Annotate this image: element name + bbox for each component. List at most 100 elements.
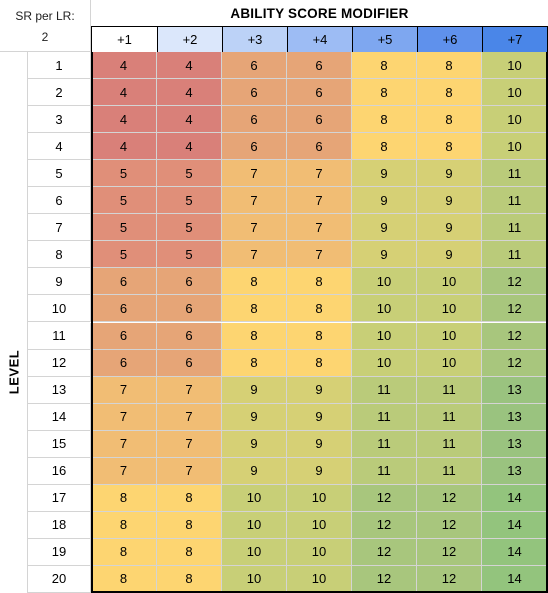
value-cell[interactable]: 11 xyxy=(417,430,482,458)
level-cell[interactable]: 4 xyxy=(28,133,91,161)
value-cell[interactable]: 9 xyxy=(352,214,417,242)
value-cell[interactable]: 7 xyxy=(287,241,352,269)
value-cell[interactable]: 8 xyxy=(417,106,482,134)
value-cell[interactable]: 10 xyxy=(482,106,548,134)
value-cell[interactable]: 11 xyxy=(417,403,482,431)
value-cell[interactable]: 9 xyxy=(222,457,287,485)
value-cell[interactable]: 12 xyxy=(417,484,482,512)
level-cell[interactable]: 14 xyxy=(28,403,91,431)
value-cell[interactable]: 8 xyxy=(352,79,417,107)
level-cell[interactable]: 17 xyxy=(28,484,91,512)
value-cell[interactable]: 6 xyxy=(287,79,352,107)
value-cell[interactable]: 4 xyxy=(91,79,157,107)
value-cell[interactable]: 6 xyxy=(157,322,222,350)
value-cell[interactable]: 8 xyxy=(222,349,287,377)
value-cell[interactable]: 11 xyxy=(352,376,417,404)
value-cell[interactable]: 14 xyxy=(482,511,548,539)
level-cell[interactable]: 18 xyxy=(28,511,91,539)
level-cell[interactable]: 7 xyxy=(28,214,91,242)
level-cell[interactable]: 6 xyxy=(28,187,91,215)
value-cell[interactable]: 9 xyxy=(417,214,482,242)
level-cell[interactable]: 2 xyxy=(28,79,91,107)
value-cell[interactable]: 8 xyxy=(91,484,157,512)
value-cell[interactable]: 8 xyxy=(287,349,352,377)
value-cell[interactable]: 13 xyxy=(482,403,548,431)
level-cell[interactable]: 1 xyxy=(28,52,91,80)
value-cell[interactable]: 12 xyxy=(352,511,417,539)
value-cell[interactable]: 8 xyxy=(417,79,482,107)
column-header[interactable]: +3 xyxy=(222,26,287,53)
sr-per-lr-cell[interactable]: SR per LR: 2 xyxy=(0,0,91,52)
value-cell[interactable]: 11 xyxy=(482,187,548,215)
value-cell[interactable]: 7 xyxy=(157,376,222,404)
value-cell[interactable]: 8 xyxy=(222,322,287,350)
value-cell[interactable]: 7 xyxy=(91,457,157,485)
value-cell[interactable]: 6 xyxy=(222,133,287,161)
value-cell[interactable]: 6 xyxy=(287,106,352,134)
column-header[interactable]: +1 xyxy=(91,26,157,53)
value-cell[interactable]: 7 xyxy=(91,403,157,431)
value-cell[interactable]: 6 xyxy=(91,322,157,350)
value-cell[interactable]: 6 xyxy=(157,349,222,377)
value-cell[interactable]: 12 xyxy=(482,268,548,296)
value-cell[interactable]: 11 xyxy=(482,160,548,188)
value-cell[interactable]: 9 xyxy=(287,403,352,431)
value-cell[interactable]: 8 xyxy=(91,538,157,566)
value-cell[interactable]: 7 xyxy=(222,160,287,188)
value-cell[interactable]: 6 xyxy=(91,349,157,377)
value-cell[interactable]: 10 xyxy=(352,349,417,377)
value-cell[interactable]: 12 xyxy=(352,565,417,593)
value-cell[interactable]: 10 xyxy=(417,349,482,377)
value-cell[interactable]: 9 xyxy=(352,187,417,215)
value-cell[interactable]: 8 xyxy=(157,484,222,512)
value-cell[interactable]: 5 xyxy=(157,187,222,215)
value-cell[interactable]: 9 xyxy=(287,430,352,458)
value-cell[interactable]: 9 xyxy=(417,241,482,269)
value-cell[interactable]: 10 xyxy=(417,322,482,350)
value-cell[interactable]: 6 xyxy=(157,268,222,296)
value-cell[interactable]: 8 xyxy=(157,511,222,539)
value-cell[interactable]: 10 xyxy=(222,565,287,593)
value-cell[interactable]: 8 xyxy=(287,295,352,323)
value-cell[interactable]: 6 xyxy=(222,106,287,134)
value-cell[interactable]: 12 xyxy=(482,295,548,323)
value-cell[interactable]: 9 xyxy=(287,376,352,404)
value-cell[interactable]: 6 xyxy=(157,295,222,323)
value-cell[interactable]: 6 xyxy=(91,295,157,323)
value-cell[interactable]: 6 xyxy=(91,268,157,296)
value-cell[interactable]: 5 xyxy=(91,241,157,269)
value-cell[interactable]: 11 xyxy=(352,457,417,485)
value-cell[interactable]: 7 xyxy=(157,430,222,458)
value-cell[interactable]: 8 xyxy=(222,295,287,323)
value-cell[interactable]: 4 xyxy=(157,133,222,161)
level-cell[interactable]: 9 xyxy=(28,268,91,296)
value-cell[interactable]: 6 xyxy=(222,52,287,80)
value-cell[interactable]: 9 xyxy=(417,187,482,215)
level-cell[interactable]: 19 xyxy=(28,538,91,566)
value-cell[interactable]: 4 xyxy=(157,79,222,107)
value-cell[interactable]: 7 xyxy=(287,214,352,242)
value-cell[interactable]: 7 xyxy=(287,160,352,188)
value-cell[interactable]: 9 xyxy=(417,160,482,188)
value-cell[interactable]: 12 xyxy=(417,511,482,539)
value-cell[interactable]: 7 xyxy=(157,403,222,431)
value-cell[interactable]: 8 xyxy=(91,511,157,539)
level-cell[interactable]: 12 xyxy=(28,349,91,377)
value-cell[interactable]: 4 xyxy=(91,106,157,134)
value-cell[interactable]: 9 xyxy=(287,457,352,485)
value-cell[interactable]: 4 xyxy=(157,52,222,80)
value-cell[interactable]: 10 xyxy=(287,565,352,593)
value-cell[interactable]: 8 xyxy=(352,106,417,134)
value-cell[interactable]: 5 xyxy=(157,214,222,242)
value-cell[interactable]: 12 xyxy=(352,484,417,512)
value-cell[interactable]: 11 xyxy=(352,403,417,431)
value-cell[interactable]: 8 xyxy=(287,268,352,296)
value-cell[interactable]: 10 xyxy=(222,511,287,539)
value-cell[interactable]: 8 xyxy=(352,133,417,161)
value-cell[interactable]: 14 xyxy=(482,565,548,593)
sr-per-lr-value[interactable]: 2 xyxy=(41,30,49,44)
level-cell[interactable]: 13 xyxy=(28,376,91,404)
column-header[interactable]: +5 xyxy=(352,26,417,53)
value-cell[interactable]: 10 xyxy=(352,322,417,350)
value-cell[interactable]: 5 xyxy=(157,241,222,269)
